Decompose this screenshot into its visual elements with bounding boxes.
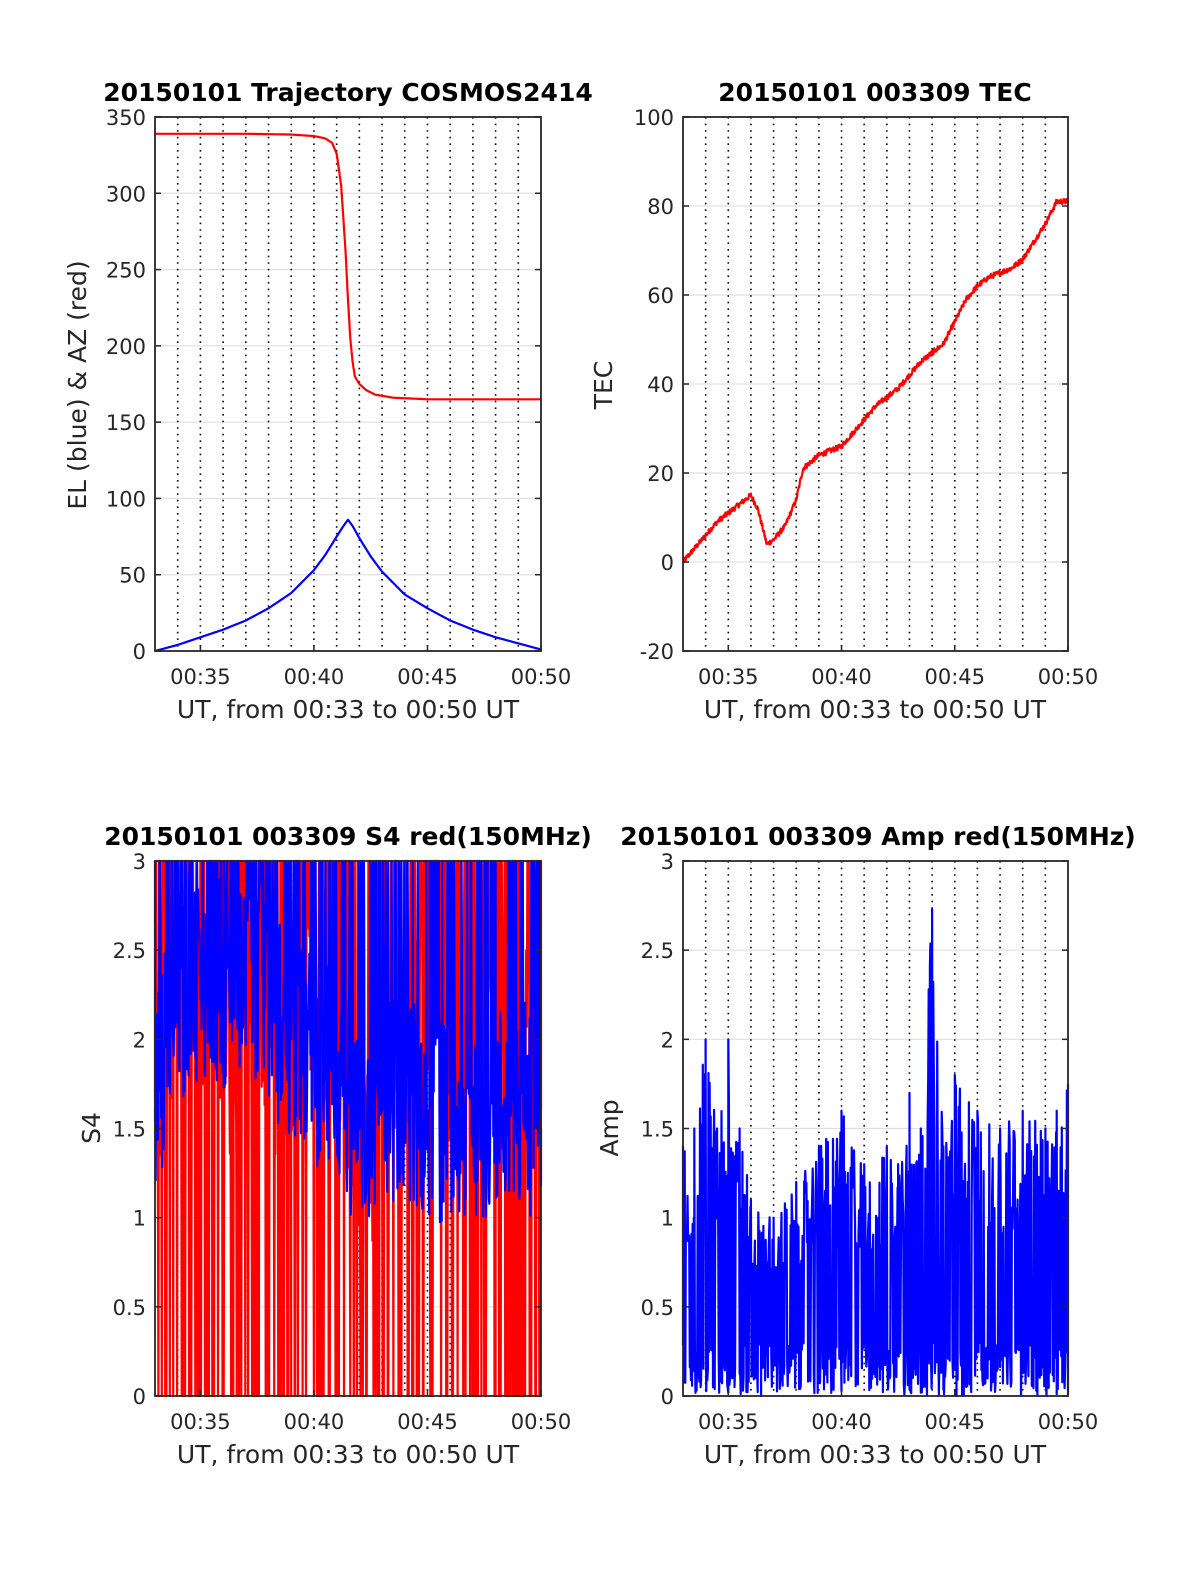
x-tick-label: 00:50 — [1038, 665, 1099, 689]
x-tick-label: 00:40 — [811, 665, 872, 689]
series-line-0 — [154, 132, 542, 401]
y-tick-label: 1.5 — [641, 1118, 674, 1142]
y-tick-label: 100 — [634, 106, 674, 130]
x-axis-label: UT, from 00:33 to 00:50 UT — [177, 695, 520, 724]
x-tick-label: 00:50 — [511, 665, 572, 689]
y-tick-label: 2 — [661, 1028, 674, 1052]
series-line-0 — [681, 908, 1070, 1398]
x-tick-label: 00:35 — [170, 665, 231, 689]
y-tick-label: 200 — [106, 335, 146, 359]
chart-title: 20150101 Trajectory COSMOS2414 — [103, 78, 593, 107]
y-tick-label: 50 — [119, 564, 146, 588]
chart-title: 20150101 003309 TEC — [718, 78, 1031, 107]
trajectory-chart: 20150101 Trajectory COSMOS2414 UT, from … — [63, 78, 593, 724]
y-tick-label: 20 — [647, 462, 674, 486]
y-tick-label: 0.5 — [641, 1296, 674, 1320]
y-tick-label: -20 — [640, 640, 674, 664]
y-tick-label: 40 — [647, 373, 674, 397]
x-tick-label: 00:45 — [397, 1410, 458, 1434]
x-tick-label: 00:35 — [698, 665, 759, 689]
y-tick-label: 150 — [106, 411, 146, 435]
x-tick-label: 00:50 — [1038, 1410, 1099, 1434]
y-tick-label: 2.5 — [641, 939, 674, 963]
y-tick-label: 3 — [133, 850, 146, 874]
y-tick-label: 1.5 — [113, 1118, 146, 1142]
y-axis-label: Amp — [595, 1099, 624, 1156]
y-axis-label: TEC — [589, 361, 618, 411]
chart-title: 20150101 003309 Amp red(150MHz) — [620, 822, 1136, 851]
y-tick-label: 0.5 — [113, 1296, 146, 1320]
y-tick-label: 0 — [133, 1385, 146, 1409]
x-tick-label: 00:40 — [284, 665, 345, 689]
x-axis-label: UT, from 00:33 to 00:50 UT — [704, 695, 1047, 724]
x-tick-label: 00:50 — [511, 1410, 572, 1434]
x-tick-label: 00:40 — [284, 1410, 345, 1434]
y-tick-label: 0 — [661, 1385, 674, 1409]
y-tick-label: 0 — [133, 640, 146, 664]
y-tick-label: 1 — [133, 1207, 146, 1231]
amp-chart: 20150101 003309 Amp red(150MHz) UT, from… — [595, 822, 1136, 1469]
y-tick-label: 1 — [661, 1207, 674, 1231]
x-tick-label: 00:45 — [924, 1410, 985, 1434]
y-axis-label: EL (blue) & AZ (red) — [63, 260, 92, 509]
x-axis-label: UT, from 00:33 to 00:50 UT — [704, 1440, 1047, 1469]
x-tick-label: 00:35 — [698, 1410, 759, 1434]
x-tick-label: 00:35 — [170, 1410, 231, 1434]
y-tick-label: 2 — [133, 1028, 146, 1052]
chart-title: 20150101 003309 S4 red(150MHz) — [104, 822, 592, 851]
y-tick-label: 100 — [106, 487, 146, 511]
y-tick-label: 3 — [661, 850, 674, 874]
y-tick-label: 60 — [647, 284, 674, 308]
y-tick-label: 2.5 — [113, 939, 146, 963]
series-line-1 — [153, 859, 543, 1224]
series-line-0 — [681, 198, 1070, 564]
y-tick-label: 0 — [661, 551, 674, 575]
s4-chart: 20150101 003309 S4 red(150MHz) UT, from … — [77, 822, 592, 1469]
x-tick-label: 00:40 — [811, 1410, 872, 1434]
tec-chart: 20150101 003309 TEC UT, from 00:33 to 00… — [589, 78, 1098, 724]
series-line-1 — [154, 518, 542, 653]
plot-area-border — [154, 116, 542, 652]
x-tick-label: 00:45 — [924, 665, 985, 689]
y-axis-label: S4 — [77, 1112, 106, 1144]
y-tick-label: 300 — [106, 182, 146, 206]
x-tick-label: 00:45 — [397, 665, 458, 689]
y-tick-label: 80 — [647, 195, 674, 219]
y-tick-label: 350 — [106, 106, 146, 130]
x-axis-label: UT, from 00:33 to 00:50 UT — [177, 1440, 520, 1469]
y-tick-label: 250 — [106, 259, 146, 283]
